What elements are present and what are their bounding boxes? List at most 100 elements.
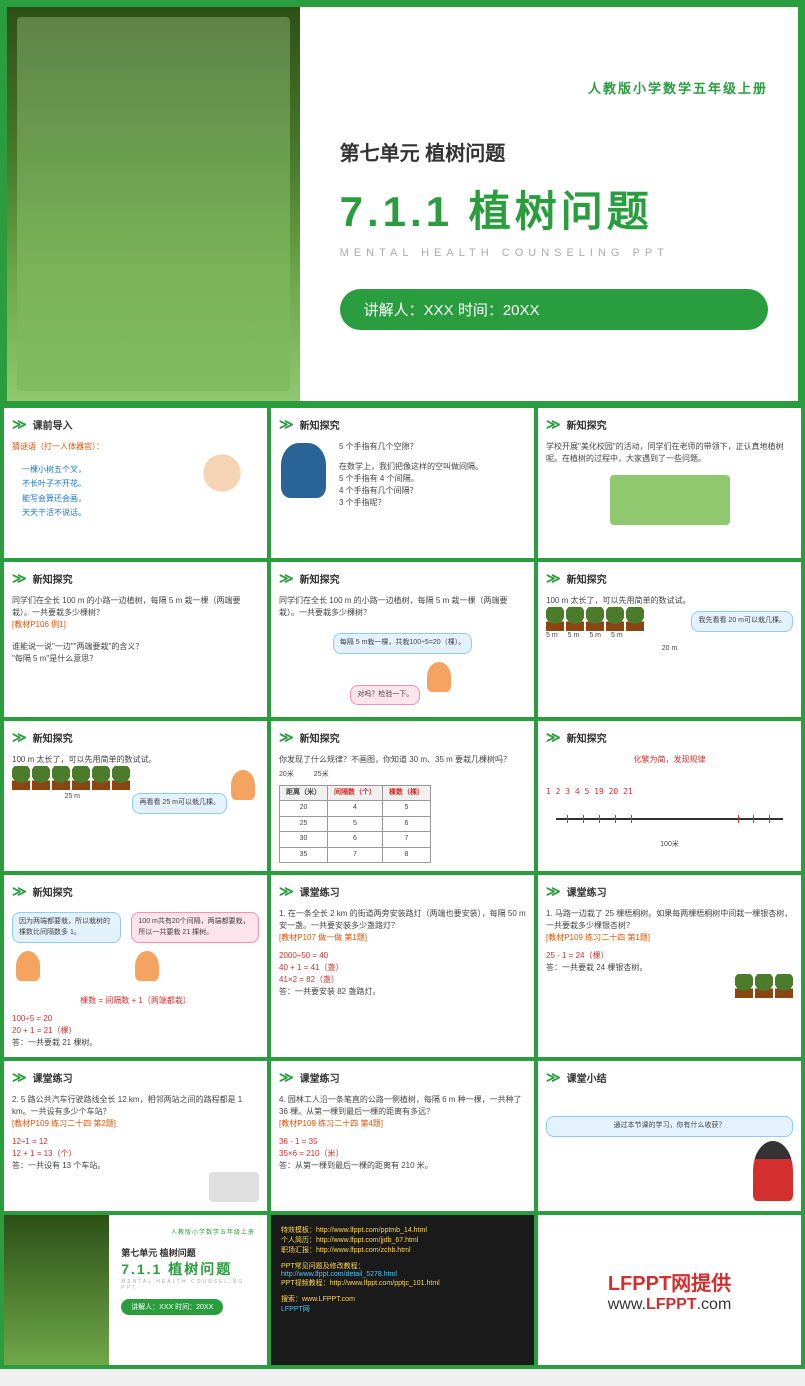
calculation: 20 + 1 = 21（棵）: [12, 1025, 259, 1037]
section-title: 新知探究: [567, 417, 607, 432]
section-title: 课堂练习: [300, 884, 340, 899]
answer: 答：从第一棵到最后一棵的距离有 210 米。: [279, 1160, 526, 1172]
text: 100 m 太长了，可以先用简单的数试试。: [12, 754, 259, 766]
section-title: 新知探究: [33, 884, 73, 899]
title-forest-image: [7, 7, 300, 401]
subtitle-english: MENTAL HEALTH COUNSELING PPT: [340, 247, 768, 259]
glove-icon: [281, 443, 326, 498]
unit-label: 第七单元 植树问题: [340, 137, 768, 166]
chevron-icon: ≫: [279, 1069, 294, 1086]
calculation: 36 - 1 = 35: [279, 1136, 526, 1148]
chevron-icon: ≫: [12, 570, 27, 587]
book-info: 人教版小学数学五年级上册: [340, 78, 768, 97]
calculation: 2000÷50 = 40: [279, 950, 526, 962]
promo-title: LFPPT网提供: [608, 1267, 731, 1296]
child-icon: [231, 770, 255, 800]
slide-activity: ≫ 新知探究 学校开展"美化校园"的活动，同学们在老师的带领下，正认真地植树呢。在…: [538, 408, 801, 558]
section-title: 课堂练习: [567, 884, 607, 899]
slide-practice-3: ≫课堂练习 2. 5 路公共汽车行驶路线全长 12 km，相邻两站之间的路程都是…: [4, 1061, 267, 1211]
chevron-icon: ≫: [12, 729, 27, 746]
reference: [教材P106 例1]: [12, 619, 259, 631]
slide-20m: ≫新知探究 100 m 太长了，可以先用简单的数试试。 我先看看 20 m可以栽…: [538, 562, 801, 717]
pattern-title: 化繁为简，发现规律: [546, 754, 793, 766]
chevron-icon: ≫: [279, 729, 294, 746]
section-title: 新知探究: [33, 730, 73, 745]
calculation: 100÷5 = 20: [12, 1013, 259, 1025]
link[interactable]: LFPPT网: [281, 1306, 310, 1313]
promo-slide: LFPPT网提供 www.LFPPT.com: [538, 1215, 801, 1365]
chevron-icon: ≫: [546, 416, 561, 433]
calculation: 12÷1 = 12: [12, 1136, 259, 1148]
link-line: 特效模板：http://www.lfppt.com/pptmb_14.html: [281, 1225, 524, 1235]
text: 3 个手指呢？: [339, 497, 526, 509]
section-title: 课堂练习: [33, 1070, 73, 1085]
section-title: 新知探究: [300, 417, 340, 432]
speech-bubble: 每隔 5 m栽一棵，共栽100÷5=20（棵）。: [333, 633, 472, 654]
link-line: 搜索：www.LFPPT.com: [281, 1294, 524, 1304]
main-title: 7.1.1 植树问题: [340, 178, 768, 239]
speech-bubble: 再看看 25 m可以栽几棵。: [132, 793, 227, 814]
question: "每隔 5 m"是什么意思？: [12, 653, 259, 665]
slide-check: ≫新知探究 同学们在全长 100 m 的小路一边植树，每隔 5 m 栽一棵（两端…: [271, 562, 534, 717]
problem-text: 同学们在全长 100 m 的小路一边植树，每隔 5 m 栽一棵（两端要栽）。一共…: [279, 595, 526, 619]
calculation: 41×2 = 82（盏）: [279, 974, 526, 986]
section-title: 课前导入: [33, 417, 73, 432]
unit-sm: 第七单元 植树问题: [121, 1246, 255, 1259]
link[interactable]: http://www.lfppt.com/detail_5278.html: [281, 1271, 397, 1278]
chevron-icon: ≫: [546, 570, 561, 587]
tree-row: [546, 607, 691, 631]
answer: 答：一共要安装 82 盏路灯。: [279, 986, 526, 998]
bus-icon: [209, 1172, 259, 1202]
section-title: 新知探究: [567, 571, 607, 586]
answer: 答：一共要栽 24 棵银杏树。: [546, 962, 793, 974]
question: 1. 马路一边栽了 25 棵梧桐树。如果每两棵梧桐树中间栽一棵银杏树，一共要栽多…: [546, 908, 793, 932]
links-slide: 特效模板：http://www.lfppt.com/pptmb_14.html …: [271, 1215, 534, 1365]
chevron-icon: ≫: [12, 883, 27, 900]
calculation: 12 + 1 = 13（个）: [12, 1148, 259, 1160]
slide-grid: 人教版小学数学五年级上册 第七单元 植树问题 7.1.1 植树问题 MENTAL…: [0, 0, 805, 1369]
promo-url: www.LFPPT.com: [608, 1296, 732, 1314]
link-line: 职场汇报：http://www.lfppt.com/zchb.html: [281, 1245, 524, 1255]
text: 在数学上，我们把像这样的空叫做间隔。: [339, 461, 526, 473]
slide-intro-riddle: ≫课前导入 猜谜语（打一人体器官）： 一棵小树五个叉， 不长叶子不开花。 能写会…: [4, 408, 267, 558]
title-slide: 人教版小学数学五年级上册 第七单元 植树问题 7.1.1 植树问题 MENTAL…: [4, 4, 801, 404]
chevron-icon: ≫: [546, 883, 561, 900]
number-line: [556, 818, 783, 820]
slide-formula: ≫ 新知探究 因为两端都要栽，所以栽树的棵数比间隔数多 1。 100 m共有20个…: [4, 875, 267, 1057]
chevron-icon: ≫: [279, 416, 294, 433]
answer: 答：一共要栽 21 棵树。: [12, 1037, 259, 1049]
child-icon: [16, 951, 40, 981]
slide-summary: ≫课堂小结 通过本节课的学习，你有什么收获？: [538, 1061, 801, 1211]
question: 4. 园林工人沿一条笔直的公路一侧植树，每隔 6 m 种一棵，一共种了 36 棵…: [279, 1094, 526, 1118]
child-icon: [427, 662, 451, 692]
planting-illustration: [610, 475, 730, 525]
reference: [教材P109 练习二十四 第4题]: [279, 1118, 526, 1130]
slide-practice-1: ≫课堂练习 1. 在一条全长 2 km 的街道两旁安装路灯（两端也要安装），每隔…: [271, 875, 534, 1057]
question: 你发现了什么规律？不画图，你知道 30 m、35 m 要栽几棵树吗？: [279, 754, 526, 766]
reference: [教材P107 做一做 第1题]: [279, 932, 526, 944]
text: 学校开展"美化校园"的活动，同学们在老师的带领下，正认真地植树呢。在植树的过程中…: [546, 441, 793, 465]
trees-illustration: [735, 974, 793, 998]
total-length: 100米: [546, 840, 793, 851]
speech-bubble: 我先看看 20 m可以栽几棵。: [691, 611, 793, 632]
question: 5 个手指有几个空隙？: [339, 441, 526, 453]
question: 2. 5 路公共汽车行驶路线全长 12 km，相邻两站之间的路程都是 1 km。…: [12, 1094, 259, 1118]
slide-pattern: ≫新知探究 化繁为简，发现规律 1 2 3 4 5 19 20 21 100米: [538, 721, 801, 871]
chevron-icon: ≫: [12, 416, 27, 433]
text: 4 个手指有几个间隔？: [339, 485, 526, 497]
text: 5 个手指有 4 个间隔。: [339, 473, 526, 485]
subtitle-sm: MENTAL HEALTH COUNSELING PPT: [121, 1279, 255, 1291]
hand-icon: [192, 438, 252, 508]
calculation: 25 - 1 = 24（棵）: [546, 950, 793, 962]
riddle-line: 天天干活不说话。: [22, 506, 259, 520]
problem-text: 同学们在全长 100 m 的小路一边植树，每隔 5 m 栽一棵（两端要栽）。一共…: [12, 595, 259, 619]
speech-bubble: 因为两端都要栽，所以栽树的棵数比间隔数多 1。: [12, 912, 121, 943]
speech-bubble: 对吗？检验一下。: [350, 685, 420, 706]
section-title: 新知探究: [33, 571, 73, 586]
presenter-sm: 讲解人：XXX 时间：20XX: [121, 1299, 223, 1315]
formula: 棵数 = 间隔数 + 1（两端都栽）: [12, 995, 259, 1007]
speech-bubble: 100 m共有20个间隔，两端都要栽，所以一共要栽 21 棵树。: [131, 912, 259, 943]
reference: [教材P109 练习二十四 第2题]: [12, 1118, 259, 1130]
link-line: PPT视频教程：http://www.lfppt.com/pptjc_101.h…: [281, 1278, 524, 1288]
section-title: 新知探究: [567, 730, 607, 745]
